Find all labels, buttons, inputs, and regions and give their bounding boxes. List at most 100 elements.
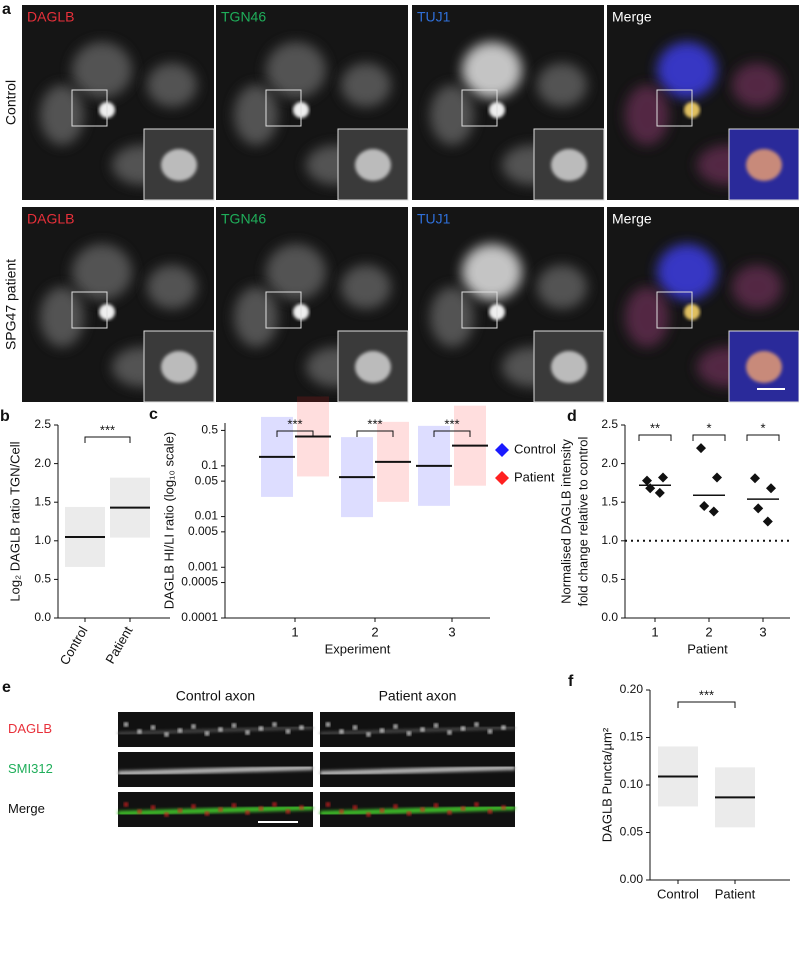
y-axis-title: DAGLB HI/LI ratio (log₁₀ scale) [161,432,176,609]
micrograph [117,712,314,747]
micrograph [22,5,215,201]
y-tick-label: 0.5 [34,572,51,586]
channel-label: TUJ1 [417,211,451,227]
y-tick-label: 0.20 [620,682,644,696]
significance-label: *** [444,416,459,431]
point [766,483,776,494]
y-tick-label: 0.15 [620,730,644,744]
significance-bracket [356,430,394,437]
panel-letter: d [567,408,577,425]
row-label: SMI312 [8,761,53,776]
micrograph [607,207,799,403]
significance-bracket [84,436,131,443]
significance-bracket [677,701,736,708]
legend-marker [495,471,509,485]
legend-label: Patient [514,469,555,484]
x-tick-label: 1 [651,624,658,639]
y-tick-label: 0.0 [601,610,618,624]
y-axis-title: Log₂ DAGLB ratio TGN/Cell [7,441,22,601]
x-tick-label: 2 [371,624,378,639]
y-tick-label: 0.001 [188,559,218,573]
significance-label: *** [367,416,382,431]
column-label: Patient axon [379,688,457,704]
legend-marker [495,443,509,457]
micrograph [216,5,409,201]
y-tick-label: 0.0 [34,610,51,624]
y-tick-label: 0.10 [620,777,644,791]
y-tick-label: 0.005 [188,524,218,538]
y-tick-label: 1.0 [34,533,51,547]
panel-letter: c [149,406,158,423]
row-label: SPG47 patient [3,259,19,350]
y-tick-label: 0.5 [201,423,218,437]
row-label: DAGLB [8,721,52,736]
channel-label: Merge [612,9,652,25]
x-tick-label: Patient [102,623,135,666]
micrograph [319,792,516,827]
y-axis-title: DAGLB Puncta/µm² [599,727,614,842]
y-tick-label: 1.0 [601,533,618,547]
significance-bracket [276,430,314,437]
panel-letter: e [2,679,11,696]
y-tick-label: 1.5 [34,494,51,508]
x-tick-label: 3 [448,624,455,639]
micrograph [412,5,605,201]
micrograph [319,712,516,747]
y-tick-label: 0.0005 [181,575,218,589]
x-tick-label: 3 [759,624,766,639]
significance-label: ** [650,420,660,435]
y-tick-label: 2.5 [34,417,51,431]
micrograph [607,5,799,201]
significance-label: *** [699,687,714,702]
y-tick-label: 2.0 [34,456,51,470]
significance-bracket [433,430,471,437]
point [699,501,710,512]
panel-letter: a [2,1,11,18]
x-axis-title: Experiment [325,641,391,656]
y-tick-label: 2.0 [601,456,618,470]
micrograph [319,752,516,787]
point [658,472,668,483]
channel-label: Merge [612,211,652,227]
micrograph [22,207,215,403]
micrograph [117,752,314,787]
x-tick-label: Control [657,886,699,901]
panel-letter: b [0,408,10,425]
significance-bracket [692,434,726,441]
point [712,472,722,483]
channel-label: TGN46 [221,9,266,25]
y-tick-label: 0.05 [620,825,644,839]
x-axis-title: Patient [687,641,728,656]
x-tick-label: 2 [705,624,712,639]
point [708,506,719,517]
micrograph [216,207,409,403]
significance-bracket [746,434,780,441]
y-tick-label: 0.0001 [181,610,218,624]
point [642,475,652,486]
x-tick-label: 1 [291,624,298,639]
y-tick-label: 0.00 [620,872,644,886]
y-tick-label: 0.1 [201,458,218,472]
y-tick-label: 0.01 [195,509,219,523]
legend-label: Control [514,441,556,456]
channel-label: TGN46 [221,211,266,227]
significance-label: *** [100,422,115,437]
point [750,473,760,484]
significance-label: * [706,420,711,435]
x-tick-label: Patient [715,886,756,901]
channel-label: DAGLB [27,211,74,227]
y-axis-title: Normalised DAGLB intensity [558,439,573,604]
row-label: Control [3,80,19,125]
y-tick-label: 0.5 [601,572,618,586]
y-axis-title: fold change relative to control [575,436,590,606]
x-tick-label: Control [57,624,91,668]
column-label: Control axon [176,688,255,704]
point [654,487,665,498]
significance-label: * [760,420,765,435]
y-tick-label: 1.5 [601,494,618,508]
row-label: Merge [8,801,45,816]
panel-letter: f [568,673,574,690]
channel-label: DAGLB [27,9,74,25]
significance-label: *** [287,416,302,431]
